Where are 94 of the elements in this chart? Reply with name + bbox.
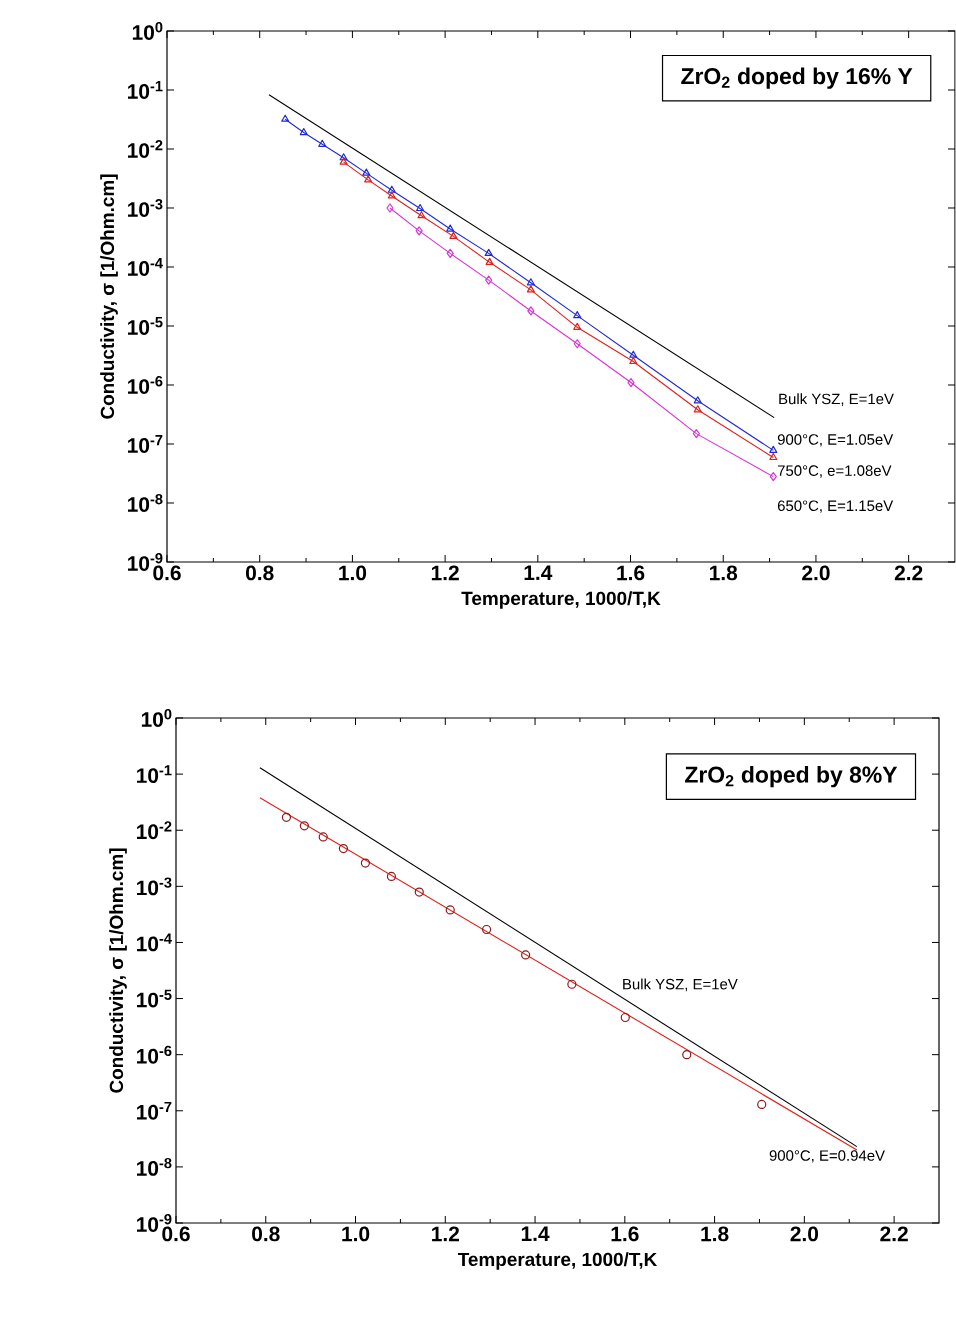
x-axis-title: Temperature, 1000/T,K (458, 1252, 658, 1270)
point (417, 211, 426, 219)
y-tick-label: 10$^{-5}$ (137, 989, 172, 1008)
point (299, 127, 309, 136)
x-tick-label: 0.8 (252, 1226, 280, 1242)
x-tick-label: 1.4 (524, 565, 553, 580)
y-tick-label: 10$^{-6}$ (128, 376, 163, 394)
point (757, 1099, 767, 1109)
point (387, 871, 397, 882)
point (387, 185, 397, 193)
point (339, 157, 348, 165)
point (629, 350, 638, 358)
series-label: Bulk YSZ, E=1eV (623, 978, 738, 992)
y-tick-label: 10$^{-2}$ (137, 821, 172, 840)
point (485, 275, 493, 285)
x-tick-label: 1.0 (342, 1226, 370, 1242)
point (446, 224, 455, 232)
point (527, 285, 536, 293)
point (573, 339, 582, 349)
y-tick-label: 10$^{-2}$ (128, 140, 163, 158)
point (769, 452, 778, 461)
x-tick-label: 2.2 (880, 1226, 909, 1242)
point (318, 139, 327, 147)
point (682, 1050, 692, 1060)
point (769, 472, 778, 482)
x-tick-label: 1.2 (432, 1226, 460, 1242)
x-tick-label: 1.6 (611, 1226, 639, 1242)
point (573, 311, 582, 319)
point (282, 812, 292, 822)
y-axis-title: Conductivity, σ [1/Ohm.cm] (100, 174, 119, 419)
series-label: 900°C, E=0.94eV (769, 1150, 886, 1163)
x-axis-title: Temperature, 1000/T,K (461, 591, 661, 609)
point (769, 445, 778, 453)
x-tick-label: 1.8 (701, 1226, 729, 1242)
point (567, 979, 577, 989)
point (414, 887, 425, 897)
y-tick-label: 10$^{-1}$ (128, 81, 163, 99)
point (527, 306, 535, 316)
point (482, 924, 492, 935)
x-tick-label: 2.0 (790, 1226, 819, 1242)
text: ZrO$_{2}$ doped by 16% Y (681, 67, 913, 89)
x-tick-label: 1.8 (710, 565, 738, 581)
point (299, 821, 310, 831)
y-axis-title: Conductivity, σ [1/Ohm.cm] (109, 848, 128, 1093)
point (485, 257, 494, 265)
point (484, 248, 493, 256)
series-label: 900°C, E=1.05eV (778, 434, 894, 447)
point (449, 231, 458, 240)
x-tick-label: 1.6 (617, 565, 645, 581)
x-tick-label: 1.2 (432, 565, 460, 581)
series-label: 650°C, E=1.15eV (778, 500, 894, 513)
point (573, 322, 582, 330)
point (416, 203, 425, 212)
point (318, 832, 329, 842)
point (692, 429, 701, 439)
point (629, 356, 638, 365)
y-tick-label: 10$^{-1}$ (137, 765, 172, 783)
point (386, 203, 394, 213)
point (446, 248, 455, 258)
point (445, 905, 456, 915)
x-tick-label: 2.0 (802, 565, 830, 581)
series-label: 750°C, e=1.08eV (778, 465, 892, 478)
point (387, 191, 397, 199)
point (627, 377, 635, 388)
text: ZrO$_{2}$ doped by 8%Y (685, 765, 898, 788)
y-tick-label: 10$^{-7}$ (128, 435, 163, 453)
series-label: Bulk YSZ, E=1eV (779, 393, 895, 406)
y-tick-label: 10$^{0}$ (133, 22, 163, 40)
point (693, 405, 703, 413)
point (693, 396, 703, 404)
point (415, 226, 423, 236)
point (361, 858, 371, 868)
point (339, 844, 349, 854)
y-tick-label: 10$^{-7}$ (137, 1101, 172, 1120)
point (364, 175, 373, 183)
y-tick-label: 10$^{-6}$ (137, 1045, 172, 1064)
y-tick-label: 10$^{-4}$ (128, 258, 164, 276)
x-tick-label: 0.8 (246, 565, 274, 581)
x-tick-label: 1.4 (522, 1226, 550, 1241)
y-tick-label: 10$^{-5}$ (128, 317, 163, 335)
point (281, 114, 290, 122)
point (339, 153, 348, 161)
x-tick-label: 1.0 (339, 565, 367, 581)
x-tick-label: 2.2 (895, 565, 923, 581)
point (521, 950, 531, 960)
y-tick-label: 10$^{-4}$ (137, 933, 173, 952)
point (362, 168, 371, 176)
point (527, 278, 536, 286)
y-tick-label: 10$^{-8}$ (137, 1157, 172, 1176)
y-tick-label: 10$^{-3}$ (128, 199, 163, 217)
point (620, 1012, 631, 1023)
y-tick-label: 10$^{-8}$ (128, 494, 163, 512)
y-tick-label: 10$^{0}$ (142, 709, 172, 727)
y-tick-label: 10$^{-3}$ (137, 877, 172, 896)
